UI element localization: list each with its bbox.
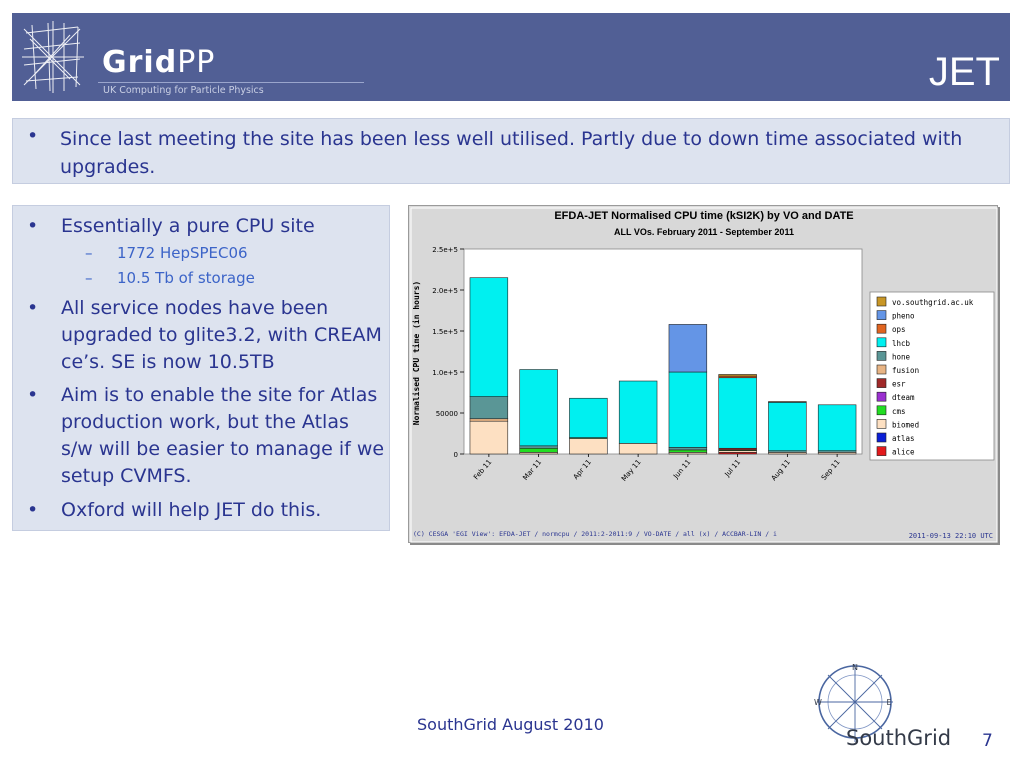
slide-title: JET <box>928 50 1000 94</box>
bullet-text: Aim is to enable the site for Atlas prod… <box>61 384 385 487</box>
legend-swatch <box>876 378 887 388</box>
gridpp-logo-text: GridPP <box>102 46 215 80</box>
y-tick-label: 0 <box>454 451 458 459</box>
legend-swatch <box>876 323 887 334</box>
chart-legend: vo.southgrid.ac.uk pheno ops lhcb hone fusion… <box>876 296 974 457</box>
legend-label: alice <box>892 448 915 457</box>
chart-footer-timestamp: 2011-09-13 22:10 UTC <box>909 532 993 540</box>
y-tick-label: 1.0e+5 <box>432 369 458 377</box>
legend-swatch <box>876 405 887 416</box>
legend-box <box>869 291 995 461</box>
legend-swatch <box>876 432 887 443</box>
left-bullet-box: • Essentially a pure CPU site – 1772 Hep… <box>12 205 390 531</box>
bar-segment-fusion <box>469 418 509 422</box>
slide-header: GridPP UK Computing for Particle Physics… <box>12 13 1010 101</box>
legend-label: ops <box>892 325 906 334</box>
bullet-text: All service nodes have been upgraded to … <box>61 297 382 373</box>
chart-svg: EFDA-JET Normalised CPU time (kSI2K) by … <box>410 207 998 543</box>
logo-tagline: UK Computing for Particle Physics <box>103 85 264 96</box>
bar-segment-lhcb <box>519 369 558 447</box>
y-tick-label: 50000 <box>436 410 458 418</box>
legend-label: hone <box>892 352 911 361</box>
legend-label: pheno <box>892 312 915 321</box>
bullet-dot: • <box>27 215 39 237</box>
logo-divider <box>98 82 364 83</box>
compass-logo-icon: N W E <box>814 663 893 742</box>
bar-segment-vo-southgrid-ac-uk <box>718 374 757 377</box>
legend-swatch <box>876 446 887 456</box>
legend-swatch <box>876 419 887 429</box>
y-tick-label: 2.0e+5 <box>432 287 458 295</box>
page-number: 7 <box>982 731 993 751</box>
bar-segment-hone <box>519 445 558 449</box>
bullet-dot: • <box>27 125 39 147</box>
legend-swatch <box>876 310 887 320</box>
bar-segment-biomed <box>569 438 608 455</box>
gridpp-grid-icon <box>22 21 84 93</box>
sub-bullet-text: 10.5 Tb of storage <box>117 269 255 287</box>
y-axis-label: Normalised CPU time (in hours) <box>411 281 421 426</box>
legend-swatch <box>876 351 887 361</box>
bar-segment-lhcb <box>469 277 509 397</box>
compass-north-label: N <box>852 663 858 672</box>
bar-segment-lhcb <box>618 380 658 444</box>
chart-footer-credit: (C) CESGA 'EGI View': EFDA-JET / normcpu… <box>413 530 777 538</box>
top-bullet-text: Since last meeting the site has been les… <box>60 128 963 178</box>
bar-segment-ops <box>768 401 807 403</box>
bar-segment-pheno <box>668 324 708 373</box>
legend-label: esr <box>892 380 906 389</box>
chart-title: EFDA-JET Normalised CPU time (kSI2K) by … <box>554 210 853 222</box>
cpu-usage-chart: EFDA-JET Normalised CPU time (kSI2K) by … <box>408 205 998 543</box>
southgrid-logo-text: SouthGrid <box>846 726 952 750</box>
bar-segment-hone <box>469 396 509 420</box>
bullet-text: Essentially a pure CPU site <box>61 215 315 237</box>
bullet-text: Oxford will help JET do this. <box>61 499 322 521</box>
legend-label: cms <box>892 407 906 416</box>
legend-swatch <box>876 364 887 375</box>
sub-bullet-dash: – <box>85 269 93 287</box>
bar-segment-lhcb <box>569 397 608 438</box>
legend-label: dteam <box>892 393 915 402</box>
y-axis: 0 50000 1.0e+5 1.5e+5 2.0e+5 2.5e+5 <box>432 246 464 459</box>
legend-label: biomed <box>892 420 919 429</box>
bar-segment-lhcb <box>768 402 807 452</box>
legend-swatch <box>876 296 887 307</box>
compass-west-label: W <box>814 698 822 707</box>
legend-swatch <box>876 391 887 402</box>
bar-segment-lhcb <box>718 377 757 449</box>
bar-segment-biomed <box>618 443 658 455</box>
compass-east-label: E <box>886 698 891 707</box>
sub-bullet-dash: – <box>85 244 93 262</box>
bullet-dot: • <box>27 297 39 319</box>
bar-segment-cms <box>519 447 558 453</box>
legend-label: lhcb <box>892 339 911 348</box>
y-tick-label: 2.5e+5 <box>432 246 458 254</box>
footer-text: SouthGrid August 2010 <box>417 715 604 734</box>
bar-segment-cms <box>668 449 708 453</box>
legend-swatch <box>876 337 887 348</box>
logo-light: PP <box>177 45 216 80</box>
chart-subtitle: ALL VOs. February 2011 - September 2011 <box>614 227 794 237</box>
top-bullet-box: • Since last meeting the site has been l… <box>12 118 1010 184</box>
bullet-dot: • <box>27 499 39 521</box>
legend-label: atlas <box>892 434 915 443</box>
logo-bold: Grid <box>102 45 178 80</box>
bar-segment-hone <box>668 447 708 451</box>
sub-bullet-text: 1772 HepSPEC06 <box>117 244 248 262</box>
y-tick-label: 1.5e+5 <box>432 328 458 336</box>
legend-label: vo.southgrid.ac.uk <box>892 298 974 307</box>
bar-segment-biomed <box>469 420 509 455</box>
bars <box>469 277 857 455</box>
bar-segment-lhcb <box>668 371 708 448</box>
legend-label: fusion <box>892 366 919 375</box>
bullet-dot: • <box>27 384 39 406</box>
bar-segment-lhcb <box>817 404 857 452</box>
